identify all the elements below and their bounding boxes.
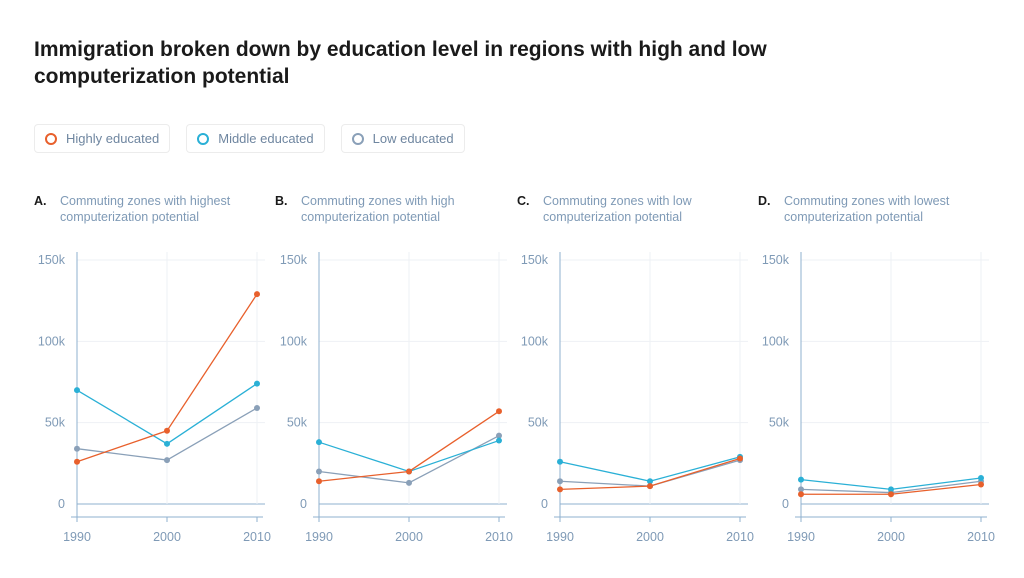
x-tick-label: 2010	[243, 530, 271, 544]
data-point-middle-educated	[888, 486, 894, 493]
data-point-highly-educated	[888, 491, 894, 498]
y-tick-label: 100k	[762, 334, 790, 348]
panel-letter: B.	[275, 194, 288, 208]
x-tick-label: 2010	[967, 530, 995, 544]
panel-letter: C.	[517, 194, 530, 208]
data-point-highly-educated	[737, 455, 743, 462]
data-point-middle-educated	[496, 437, 502, 444]
data-point-middle-educated	[978, 474, 984, 481]
chart-panel-d: 0 50k 100k 150k 1990 2000 2010	[762, 252, 995, 544]
data-point-middle-educated	[798, 476, 804, 483]
x-tick-label: 1990	[787, 530, 815, 544]
legend: Highly educated Middle educated Low educ…	[34, 124, 465, 153]
panel-letter: A.	[34, 194, 47, 208]
circle-marker-icon	[351, 132, 364, 145]
y-tick-label: 150k	[762, 253, 790, 267]
y-tick-label: 50k	[528, 416, 549, 430]
data-point-highly-educated	[316, 478, 322, 485]
y-tick-label: 0	[541, 497, 548, 511]
chart-panel-b: 0 50k 100k 150k 1990 2000 2010	[280, 252, 513, 544]
y-tick-label: 0	[58, 497, 65, 511]
data-point-highly-educated	[74, 458, 80, 465]
y-tick-label: 100k	[280, 334, 308, 348]
data-point-highly-educated	[978, 481, 984, 488]
x-tick-label: 2000	[636, 530, 664, 544]
legend-label: Low educated	[372, 131, 454, 146]
panel-title: Commuting zones with low computerization…	[543, 194, 692, 224]
x-tick-label: 2010	[726, 530, 754, 544]
data-point-highly-educated	[798, 491, 804, 498]
x-tick-label: 2000	[153, 530, 181, 544]
data-point-highly-educated	[164, 427, 170, 434]
x-tick-label: 2010	[485, 530, 513, 544]
data-point-low-educated	[406, 479, 412, 486]
panel-title: Commuting zones with lowest computerizat…	[784, 194, 950, 224]
panel-title: Commuting zones with highest computeriza…	[60, 194, 231, 224]
legend-item-low-educated[interactable]: Low educated	[340, 124, 465, 153]
chart-title: Immigration broken down by education lev…	[34, 38, 767, 88]
panel-title: Commuting zones with high computerizatio…	[301, 194, 455, 224]
data-point-middle-educated	[254, 380, 260, 387]
y-tick-label: 150k	[38, 253, 66, 267]
data-point-highly-educated	[557, 486, 563, 493]
y-tick-label: 50k	[769, 416, 790, 430]
data-point-low-educated	[798, 486, 804, 493]
y-tick-label: 50k	[287, 416, 308, 430]
panel-header-d: D. Commuting zones with lowest computeri…	[758, 193, 988, 225]
data-point-middle-educated	[316, 439, 322, 446]
panel-header-a: A. Commuting zones with highest computer…	[34, 193, 264, 225]
data-point-highly-educated	[647, 483, 653, 490]
data-point-low-educated	[557, 478, 563, 485]
data-point-highly-educated	[254, 291, 260, 298]
data-point-low-educated	[496, 432, 502, 439]
data-point-middle-educated	[647, 478, 653, 485]
y-tick-label: 150k	[280, 253, 308, 267]
legend-label: Middle educated	[218, 131, 314, 146]
data-point-low-educated	[164, 457, 170, 464]
legend-label: Highly educated	[66, 131, 160, 146]
circle-marker-icon	[45, 132, 57, 145]
panel-header-c: C. Commuting zones with low computerizat…	[517, 193, 747, 225]
data-point-middle-educated	[164, 440, 170, 447]
data-point-low-educated	[74, 445, 80, 452]
y-tick-label: 0	[782, 497, 789, 511]
y-tick-label: 100k	[38, 334, 66, 348]
x-tick-label: 1990	[63, 530, 91, 544]
x-tick-label: 2000	[395, 530, 423, 544]
x-tick-label: 1990	[546, 530, 574, 544]
legend-item-middle-educated[interactable]: Middle educated	[186, 124, 325, 153]
y-tick-label: 150k	[521, 253, 549, 267]
panel-letter: D.	[758, 194, 771, 208]
legend-item-highly-educated[interactable]: Highly educated	[34, 124, 171, 153]
chart-panel-a: 0 50k 100k 150k 1990 2000 2010	[38, 252, 271, 544]
x-tick-label: 2000	[877, 530, 905, 544]
chart-panel-c: 0 50k 100k 150k 1990 2000 2010	[521, 252, 754, 544]
circle-marker-icon	[197, 132, 210, 145]
panel-header-b: B. Commuting zones with high computeriza…	[275, 193, 505, 225]
data-point-low-educated	[316, 468, 322, 475]
data-point-middle-educated	[557, 458, 563, 465]
y-tick-label: 50k	[45, 416, 66, 430]
y-tick-label: 100k	[521, 334, 549, 348]
data-point-middle-educated	[74, 387, 80, 394]
x-tick-label: 1990	[305, 530, 333, 544]
data-point-highly-educated	[496, 408, 502, 415]
data-point-highly-educated	[406, 468, 412, 475]
data-point-low-educated	[254, 405, 260, 412]
y-tick-label: 0	[300, 497, 307, 511]
